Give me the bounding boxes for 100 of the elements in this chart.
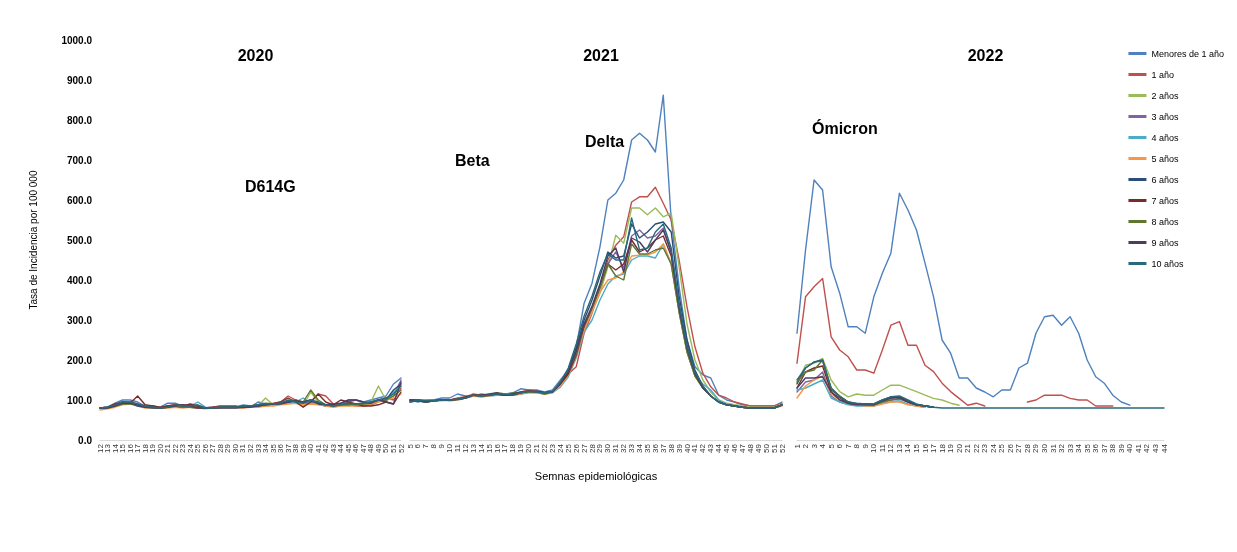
x-tick-label: 25 [193, 443, 203, 453]
x-tick-label: 15 [911, 443, 921, 453]
x-tick-label: 38 [291, 443, 301, 453]
x-tick-label: 11 [452, 443, 462, 453]
x-tick-label: 44 [1159, 443, 1169, 453]
x-tick-label: 34 [635, 443, 645, 453]
x-tick-label: 4 [818, 443, 828, 449]
x-tick-label: 47 [737, 443, 747, 453]
x-tick-label: 39 [1116, 443, 1126, 453]
x-tick-label: 39 [674, 443, 684, 453]
x-tick-label: 16 [920, 443, 930, 453]
x-tick-label: 18 [937, 443, 947, 453]
x-tick-label: 30 [603, 443, 613, 453]
x-tick-label: 8 [852, 443, 862, 449]
x-tick-label: 12 [95, 443, 105, 453]
x-tick-label: 21 [532, 443, 542, 453]
x-tick-label: 52 [396, 443, 406, 453]
x-tick-label: 46 [730, 443, 740, 453]
x-tick-label: 42 [698, 443, 708, 453]
x-tick-label: 14 [110, 443, 120, 453]
y-tick-label: 500.0 [66, 234, 93, 246]
x-tick-label: 37 [283, 443, 293, 453]
x-tick-label: 11 [877, 443, 887, 453]
x-tick-label: 48 [366, 443, 376, 453]
annotation: Ómicron [812, 118, 878, 137]
x-tick-label: 31 [238, 443, 248, 453]
x-tick-label: 41 [313, 443, 323, 453]
x-tick-label: 33 [253, 443, 263, 453]
x-tick-label: 35 [268, 443, 278, 453]
x-tick-label: 15 [484, 443, 494, 453]
x-tick-label: 14 [476, 443, 486, 453]
x-tick-label: 41 [1133, 443, 1143, 453]
x-tick-label: 7 [843, 443, 853, 449]
x-tick-label: 42 [1142, 443, 1152, 453]
y-axis-title: Tasa de Incidencia por 100 000 [27, 170, 39, 310]
x-tick-label: 30 [230, 443, 240, 453]
x-tick-label: 3 [809, 443, 819, 449]
x-tick-label: 13 [894, 443, 904, 453]
x-tick-label: 19 [946, 443, 956, 453]
x-tick-label: 38 [1108, 443, 1118, 453]
x-tick-label: 21 [163, 443, 173, 453]
x-tick-label: 21 [963, 443, 973, 453]
x-tick-label: 51 [769, 443, 779, 453]
x-tick-label: 51 [388, 443, 398, 453]
x-tick-label: 17 [133, 443, 143, 453]
x-tick-label: 26 [1005, 443, 1015, 453]
x-tick-label: 33 [627, 443, 637, 453]
x-tick-label: 41 [690, 443, 700, 453]
x-tick-label: 44 [714, 443, 724, 453]
x-tick-label: 36 [650, 443, 660, 453]
x-tick-label: 43 [706, 443, 716, 453]
legend-label: 1 año [1151, 69, 1174, 80]
x-tick-label: 49 [373, 443, 383, 453]
x-tick-label: 34 [1074, 443, 1084, 453]
x-tick-label: 40 [306, 443, 316, 453]
x-tick-label: 13 [468, 443, 478, 453]
x-tick-label: 24 [555, 443, 565, 453]
x-tick-label: 24 [988, 443, 998, 453]
x-tick-label: 10 [869, 443, 879, 453]
y-tick-label: 900.0 [66, 74, 93, 86]
x-tick-label: 6 [835, 443, 845, 449]
x-tick-label: 48 [745, 443, 755, 453]
x-tick-label: 13 [103, 443, 113, 453]
x-tick-label: 32 [1057, 443, 1067, 453]
x-tick-label: 29 [595, 443, 605, 453]
y-tick-label: 100.0 [66, 394, 93, 406]
x-axis-title: Semnas epidemiológicas [534, 469, 658, 482]
x-tick-label: 20 [524, 443, 534, 453]
chart-title: 2022 [967, 46, 1004, 64]
x-tick-label: 2 [801, 443, 811, 449]
legend-label: 6 años [1151, 174, 1179, 185]
x-tick-label: 22 [170, 443, 180, 453]
x-tick-label: 31 [1048, 443, 1058, 453]
y-tick-label: 1000.0 [61, 34, 93, 46]
x-tick-label: 33 [1065, 443, 1075, 453]
x-tick-label: 5 [826, 443, 836, 449]
x-tick-label: 1 [792, 443, 802, 449]
x-tick-label: 29 [1031, 443, 1041, 453]
x-tick-label: 28 [215, 443, 225, 453]
x-tick-label: 15 [118, 443, 128, 453]
x-tick-label: 18 [140, 443, 150, 453]
x-tick-label: 26 [200, 443, 210, 453]
x-tick-label: 18 [508, 443, 518, 453]
x-tick-label: 31 [611, 443, 621, 453]
x-tick-label: 35 [1082, 443, 1092, 453]
x-tick-label: 35 [642, 443, 652, 453]
annotation: D614G [245, 177, 296, 195]
x-tick-label: 37 [658, 443, 668, 453]
x-tick-label: 17 [500, 443, 510, 453]
x-tick-label: 29 [223, 443, 233, 453]
x-tick-label: 10 [445, 443, 455, 453]
x-tick-label: 45 [343, 443, 353, 453]
x-tick-label: 7 [421, 443, 431, 449]
x-tick-label: 34 [261, 443, 271, 453]
chart-title: 2020 [237, 46, 274, 64]
x-tick-label: 24 [185, 443, 195, 453]
legend-label: 8 años [1151, 216, 1179, 227]
x-tick-label: 40 [1125, 443, 1135, 453]
y-tick-label: 800.0 [66, 114, 93, 126]
x-tick-label: 50 [761, 443, 771, 453]
